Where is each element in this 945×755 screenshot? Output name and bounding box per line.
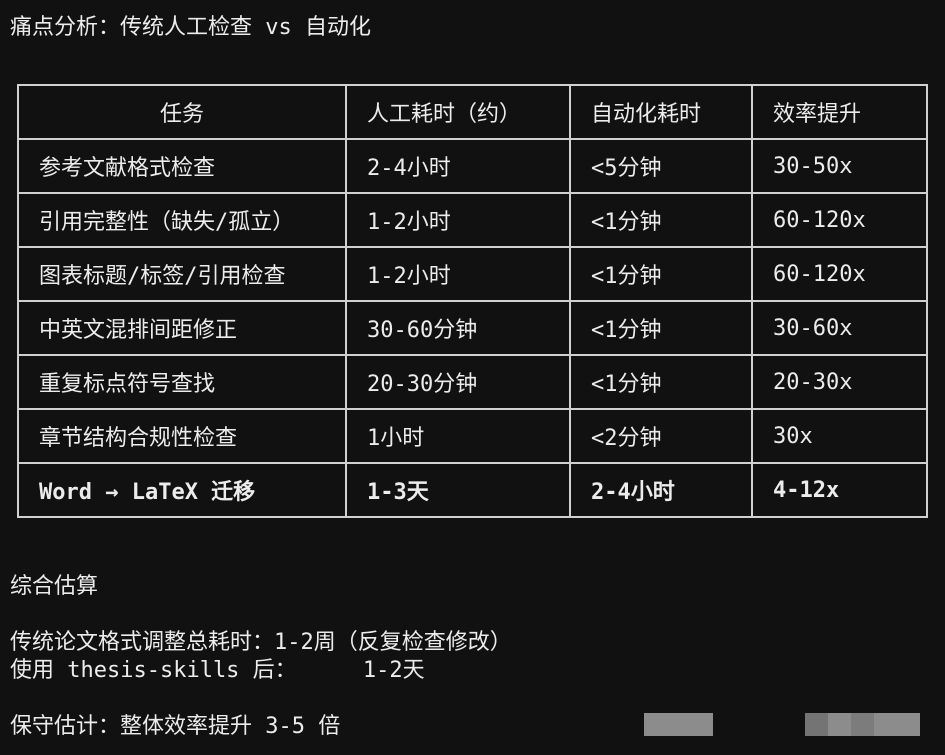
cell-auto-time: <1分钟	[569, 300, 753, 356]
table-header-row: 任务 人工耗时（约） 自动化耗时 效率提升	[17, 84, 928, 140]
header-auto-time: 自动化耗时	[569, 84, 753, 140]
table-row: 参考文献格式检查 2-4小时 <5分钟 30-50x	[17, 138, 928, 194]
summary-conclusion: 保守估计：整体效率提升 3-5 倍	[10, 714, 341, 739]
cell-efficiency: 4-12x	[751, 462, 928, 518]
table-row: 章节结构合规性检查 1小时 <2分钟 30x	[17, 408, 928, 464]
cell-efficiency: 30-60x	[751, 300, 928, 356]
table-row: 图表标题/标签/引用检查 1-2小时 <1分钟 60-120x	[17, 246, 928, 302]
cell-task: 重复标点符号查找	[17, 354, 347, 410]
cell-task: 图表标题/标签/引用检查	[17, 246, 347, 302]
cell-manual-time: 1-2小时	[345, 192, 571, 248]
cell-auto-time: 2-4小时	[569, 462, 753, 518]
header-task: 任务	[17, 84, 347, 140]
cell-efficiency: 30x	[751, 408, 928, 464]
cell-manual-time: 1-2小时	[345, 246, 571, 302]
cell-auto-time: <1分钟	[569, 192, 753, 248]
cell-auto-time: <1分钟	[569, 246, 753, 302]
cell-auto-time: <2分钟	[569, 408, 753, 464]
table-row: 中英文混排间距修正 30-60分钟 <1分钟 30-60x	[17, 300, 928, 356]
summary-line-automated: 使用 thesis-skills 后： 1-2天	[10, 658, 425, 683]
cell-manual-time: 30-60分钟	[345, 300, 571, 356]
cell-task: 参考文献格式检查	[17, 138, 347, 194]
table-row: 重复标点符号查找 20-30分钟 <1分钟 20-30x	[17, 354, 928, 410]
redacted-block	[851, 713, 874, 736]
table-row: Word → LaTeX 迁移 1-3天 2-4小时 4-12x	[17, 462, 928, 518]
header-efficiency: 效率提升	[751, 84, 928, 140]
cell-auto-time: <5分钟	[569, 138, 753, 194]
cell-task: 中英文混排间距修正	[17, 300, 347, 356]
comparison-table: 任务 人工耗时（约） 自动化耗时 效率提升 参考文献格式检查 2-4小时 <5分钟 3…	[17, 84, 928, 518]
page-title: 痛点分析：传统人工检查 vs 自动化	[10, 15, 371, 40]
cell-efficiency: 20-30x	[751, 354, 928, 410]
redacted-block	[874, 713, 920, 736]
cell-task: Word → LaTeX 迁移	[17, 462, 347, 518]
cell-auto-time: <1分钟	[569, 354, 753, 410]
cell-efficiency: 60-120x	[751, 246, 928, 302]
cell-manual-time: 1小时	[345, 408, 571, 464]
redacted-block	[828, 713, 851, 736]
redacted-block	[644, 713, 713, 736]
summary-line-traditional: 传统论文格式调整总耗时：1-2周（反复检查修改）	[10, 630, 512, 655]
header-manual-time: 人工耗时（约）	[345, 84, 571, 140]
redacted-block	[805, 713, 828, 736]
summary-heading: 综合估算	[10, 574, 99, 599]
cell-manual-time: 2-4小时	[345, 138, 571, 194]
cell-manual-time: 1-3天	[345, 462, 571, 518]
cell-task: 引用完整性（缺失/孤立）	[17, 192, 347, 248]
table-row: 引用完整性（缺失/孤立） 1-2小时 <1分钟 60-120x	[17, 192, 928, 248]
cell-task: 章节结构合规性检查	[17, 408, 347, 464]
cell-efficiency: 30-50x	[751, 138, 928, 194]
cell-manual-time: 20-30分钟	[345, 354, 571, 410]
cell-efficiency: 60-120x	[751, 192, 928, 248]
